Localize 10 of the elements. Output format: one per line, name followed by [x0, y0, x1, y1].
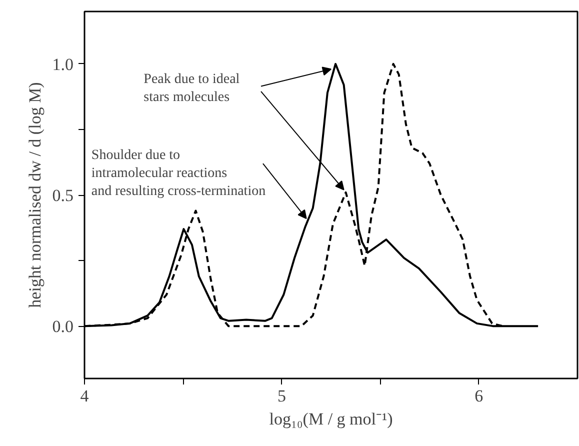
annotation: Shoulder due to intramolecular reactions and resulting cross-termination — [91, 148, 266, 199]
y-tick-label: 1.0 — [52, 54, 74, 74]
x-tick-label: 6 — [474, 386, 484, 406]
y-axis-title: height normalised dw / d (log M) — [25, 82, 44, 308]
x-axis-title: log₁₀(M / g mol⁻¹) — [269, 410, 393, 428]
annotation: Peak due to ideal stars molecules — [144, 72, 240, 105]
x-tick-label: 5 — [277, 386, 286, 406]
y-tick-label: 0.5 — [52, 186, 74, 205]
y-tick-label: 0.0 — [52, 317, 74, 336]
x-tick-label: 4 — [80, 386, 90, 406]
